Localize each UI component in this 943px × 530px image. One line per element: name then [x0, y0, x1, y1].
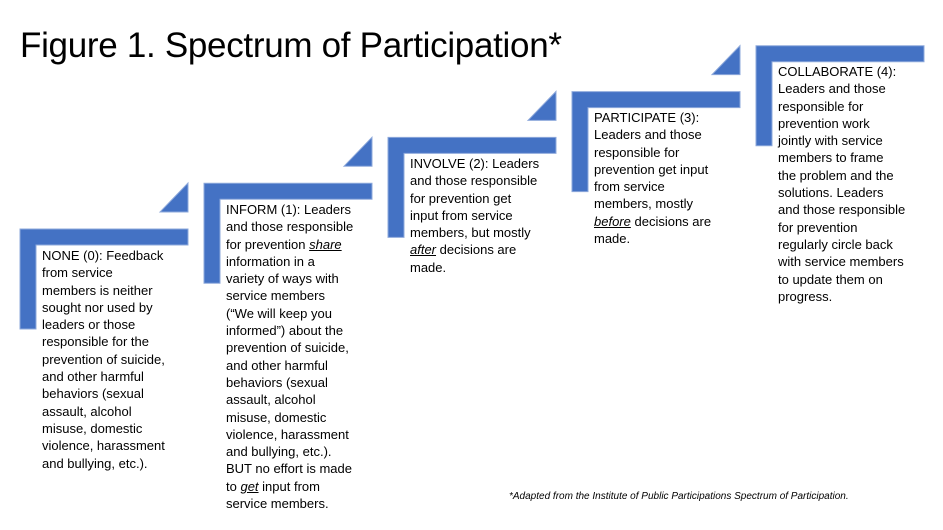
step-text-line: to update them on — [778, 271, 883, 287]
step-text-line: responsible for — [778, 98, 864, 114]
step-text-line: assault, alcohol — [226, 392, 316, 408]
step-text-line: prevention of suicide, — [42, 351, 165, 367]
step-text-line: leaders or those — [42, 317, 136, 333]
step-text-line: PARTICIPATE (3): — [594, 110, 700, 125]
step-text-line: misuse, domestic — [42, 420, 143, 436]
step-text-line: service members — [226, 288, 325, 304]
step-text-line: progress. — [778, 288, 833, 304]
step-text-line: and those responsible — [778, 202, 906, 218]
step-text-line: misuse, domestic — [226, 409, 327, 425]
step-text-line: behaviors (sexual — [42, 386, 144, 402]
step-text-line: prevention get input — [594, 161, 709, 177]
step-text-line: from service — [594, 179, 665, 195]
footnote: *Adapted from the Institute of Public Pa… — [509, 491, 849, 502]
step-text-line: Leaders and those — [594, 127, 702, 143]
step-text-involve: INVOLVE (2): Leaders and those responsibl… — [410, 155, 539, 276]
step-text-line: Leaders and those — [778, 81, 886, 97]
step-text-line: behaviors (sexual — [226, 374, 328, 390]
step-text-line: after decisions are — [410, 242, 517, 258]
step-text-line: NONE (0): Feedback — [42, 248, 164, 263]
emphasized-word: before — [594, 213, 631, 229]
step-text-line: and other harmful — [226, 357, 328, 373]
step-text-line: jointly with service — [778, 133, 883, 149]
step-text-line: input from service — [410, 207, 513, 223]
step-text-line: from service — [42, 265, 113, 281]
step-arrow-triangle-3 — [710, 44, 741, 76]
step-text-line: members, but mostly — [410, 225, 531, 241]
step-bracket-1 — [203, 182, 373, 284]
step-text-line: the problem and the — [778, 167, 894, 183]
step-text-line: prevention of suicide, — [226, 340, 349, 356]
step-text-line: members, mostly — [594, 196, 693, 212]
step-arrow-triangle-0 — [158, 181, 189, 213]
step-text-line: and those responsible — [410, 173, 538, 189]
emphasized-word: after — [410, 242, 437, 258]
step-text-inform: INFORM (1): Leaders and those responsible… — [226, 201, 353, 512]
step-text-line: sought nor used by — [42, 299, 153, 315]
step-text-line: COLLABORATE (4): — [778, 64, 897, 79]
step-text-line: for prevention get — [410, 190, 512, 206]
step-text-line: violence, harassment — [226, 426, 349, 442]
step-text-line: and bullying, etc.). — [226, 444, 332, 460]
step-text-collaborate: COLLABORATE (4): Leaders and those respons… — [778, 63, 905, 305]
step-arrow-triangle-1 — [342, 135, 373, 167]
step-text-line: responsible for — [594, 144, 680, 160]
step-text-line: for prevention — [778, 219, 858, 235]
step-text-line: (“We will keep you — [226, 305, 332, 321]
step-arrow-triangle-2 — [526, 90, 557, 121]
step-text-line: violence, harassment — [42, 438, 165, 454]
step-text-line: responsible for the — [42, 334, 149, 350]
step-text-participate: PARTICIPATE (3): Leaders and those respons… — [594, 109, 711, 247]
step-text-none: NONE (0): Feedback from service members is… — [42, 247, 165, 472]
step-text-line: and other harmful — [42, 369, 144, 385]
step-text-line: members to frame — [778, 150, 884, 166]
emphasized-word: get — [240, 478, 259, 494]
step-text-line: BUT no effort is made — [226, 461, 352, 477]
step-text-line: INFORM (1): Leaders — [226, 202, 351, 217]
step-text-line: to get input from — [226, 478, 320, 494]
step-text-line: and those responsible — [226, 219, 354, 235]
step-text-line: made. — [410, 259, 447, 275]
step-text-line: and bullying, etc.). — [42, 455, 148, 471]
emphasized-word: share — [309, 236, 342, 252]
step-text-line: with service members — [778, 254, 904, 270]
step-text-line: made. — [594, 231, 631, 247]
step-text-line: members is neither — [42, 282, 153, 298]
step-text-line: regularly circle back — [778, 236, 893, 252]
step-text-line: prevention work — [778, 115, 870, 131]
step-text-line: informed”) about the — [226, 323, 344, 339]
step-text-line: solutions. Leaders — [778, 185, 884, 201]
step-bracket-4 — [755, 45, 925, 147]
step-text-line: variety of ways with — [226, 271, 339, 287]
step-text-line: service members. — [226, 496, 329, 512]
step-text-line: for prevention share — [226, 236, 342, 252]
step-text-line: information in a — [226, 253, 315, 269]
step-text-line: INVOLVE (2): Leaders — [410, 156, 540, 171]
step-text-line: assault, alcohol — [42, 403, 132, 419]
step-bracket-2 — [387, 136, 557, 238]
step-bracket-3 — [571, 91, 741, 193]
step-bracket-0 — [19, 228, 189, 330]
figure-title: Figure 1. Spectrum of Participation* — [20, 26, 562, 65]
step-text-line: before decisions are — [594, 213, 712, 229]
